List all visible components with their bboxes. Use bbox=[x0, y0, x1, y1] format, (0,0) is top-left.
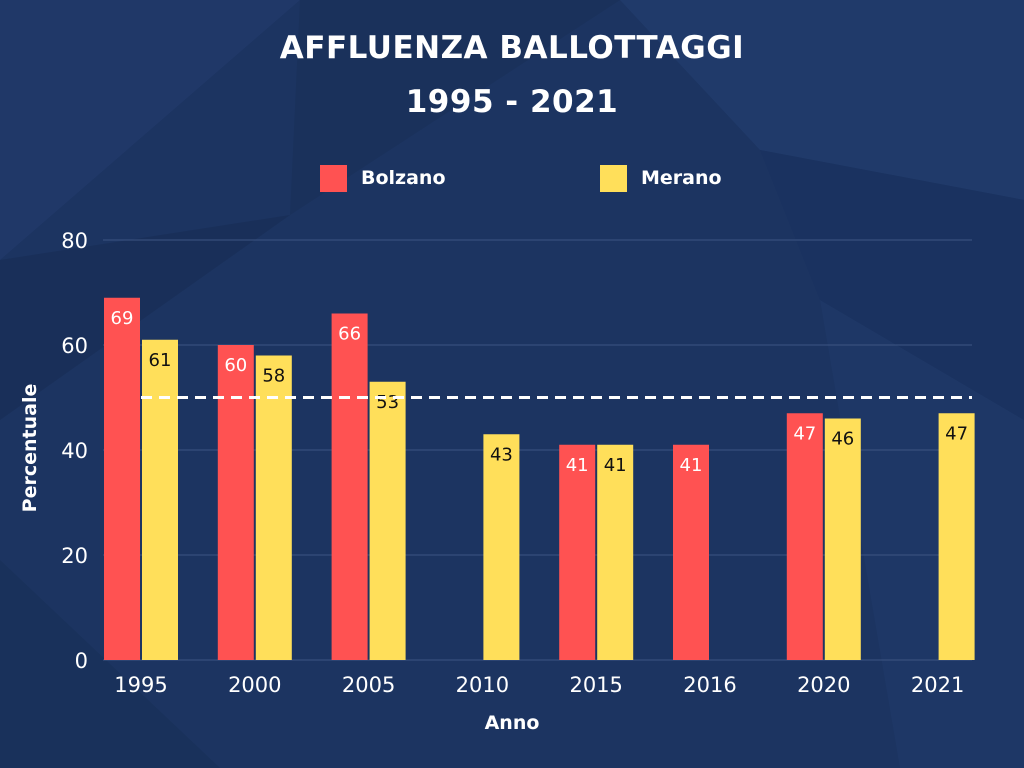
chart-subtitle: 1995 - 2021 bbox=[405, 84, 619, 120]
data-label-merano-1995: 61 bbox=[149, 350, 172, 371]
data-label-merano-2020: 46 bbox=[831, 429, 854, 450]
bar-bolzano-2015 bbox=[559, 444, 596, 660]
x-tick-label-2010: 2010 bbox=[456, 673, 509, 697]
bar-merano-2000 bbox=[255, 355, 292, 660]
y-tick-label-0: 0 bbox=[75, 649, 88, 673]
x-axis-title: Anno bbox=[484, 712, 540, 734]
y-tick-label-80: 80 bbox=[61, 229, 88, 253]
data-label-merano-2021: 47 bbox=[945, 423, 968, 444]
legend-swatch-merano bbox=[600, 164, 627, 192]
data-label-bolzano-2020: 47 bbox=[793, 423, 816, 444]
legend-swatch-bolzano bbox=[320, 164, 347, 192]
x-tick-label-2016: 2016 bbox=[683, 673, 736, 697]
bar-bolzano-2005 bbox=[331, 313, 368, 660]
x-tick-label-2021: 2021 bbox=[911, 673, 964, 697]
x-tick-label-2015: 2015 bbox=[569, 673, 622, 697]
data-label-bolzano-1995: 69 bbox=[111, 308, 134, 329]
data-label-merano-2005: 53 bbox=[376, 392, 399, 413]
legend-item-merano: Merano bbox=[600, 164, 722, 192]
data-label-bolzano-2015: 41 bbox=[566, 455, 589, 476]
bar-bolzano-1995 bbox=[104, 297, 140, 660]
x-tick-label-2000: 2000 bbox=[228, 673, 281, 697]
bar-bolzano-2000 bbox=[217, 345, 254, 660]
bar-merano-2005 bbox=[369, 381, 406, 660]
data-label-bolzano-2005: 66 bbox=[338, 324, 361, 345]
bar-bolzano-2020 bbox=[786, 413, 823, 660]
bar-merano-2020 bbox=[824, 418, 861, 660]
bar-bolzano-2016 bbox=[673, 444, 709, 660]
y-tick-label-20: 20 bbox=[61, 544, 88, 568]
legend-label-merano: Merano bbox=[641, 167, 722, 189]
y-tick-label-60: 60 bbox=[61, 334, 88, 358]
data-label-bolzano-2000: 60 bbox=[224, 355, 247, 376]
data-label-merano-2010: 43 bbox=[490, 444, 513, 465]
x-tick-label-1995: 1995 bbox=[114, 673, 167, 697]
y-tick-label-40: 40 bbox=[61, 439, 88, 463]
x-tick-label-2005: 2005 bbox=[342, 673, 395, 697]
bar-merano-2015 bbox=[597, 444, 634, 660]
data-label-bolzano-2016: 41 bbox=[680, 455, 703, 476]
legend-label-bolzano: Bolzano bbox=[361, 167, 446, 189]
x-tick-label-2020: 2020 bbox=[797, 673, 850, 697]
data-label-merano-2015: 41 bbox=[604, 455, 627, 476]
data-label-merano-2000: 58 bbox=[262, 366, 285, 387]
bar-merano-2021 bbox=[938, 413, 975, 660]
bar-merano-2010 bbox=[483, 434, 520, 660]
y-axis-title: Percentuale bbox=[19, 383, 41, 513]
chart-title: AFFLUENZA BALLOTTAGGI bbox=[279, 30, 745, 66]
legend-item-bolzano: Bolzano bbox=[320, 164, 446, 192]
bar-merano-1995 bbox=[142, 339, 178, 660]
